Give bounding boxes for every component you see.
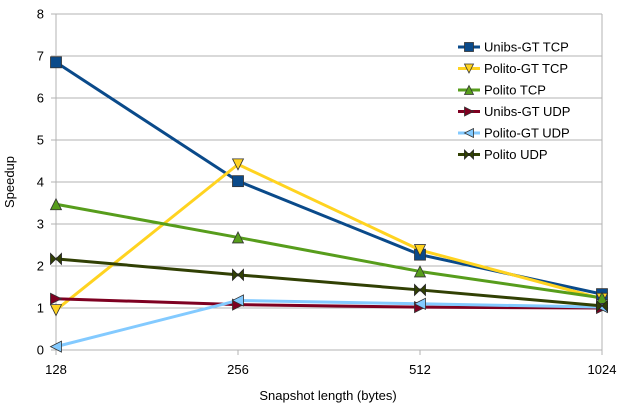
data-point (49, 197, 63, 211)
legend-label: Polito-GT TCP (484, 61, 568, 76)
marker-half (419, 283, 426, 297)
data-point (413, 244, 427, 257)
data-point (232, 175, 244, 188)
series-line (55, 202, 603, 300)
series-polito-tcp (55, 202, 603, 300)
legend-item: Polito-GT TCP (458, 61, 568, 76)
marker-half (464, 149, 470, 160)
legend-label: Unibs-GT UDP (484, 104, 570, 119)
data-point (463, 127, 474, 139)
legend-item: Unibs-GT UDP (458, 104, 570, 119)
y-tick-label: 1 (37, 301, 44, 316)
series-unibs-gt-udp (55, 297, 603, 310)
data-point (231, 158, 245, 171)
data-point (463, 84, 475, 95)
series-markers (49, 197, 609, 304)
x-tick-label: 1024 (588, 362, 617, 377)
series-line (55, 297, 603, 310)
x-tick-label: 256 (227, 362, 249, 377)
legend-item: Polito-GT UDP (458, 126, 570, 141)
series-lines (49, 56, 609, 353)
data-point (231, 231, 245, 244)
data-point (232, 268, 244, 282)
series-polito-gt-udp (55, 298, 603, 349)
legend-label: Unibs-GT TCP (484, 40, 569, 55)
marker-half (237, 268, 244, 282)
data-point (413, 265, 427, 278)
series-polito-gt-tcp (55, 162, 603, 312)
data-point (464, 106, 475, 117)
y-tick-label: 0 (37, 343, 44, 358)
x-tick-label: 512 (409, 362, 431, 377)
series-markers (50, 252, 608, 313)
x-tick-label: 128 (45, 362, 67, 377)
y-tick-label: 7 (37, 49, 44, 64)
legend-label: Polito UDP (484, 147, 548, 162)
y-tick-label: 2 (37, 259, 44, 274)
marker-half (55, 252, 62, 266)
data-point (231, 294, 244, 307)
x-axis-title: Snapshot length (bytes) (259, 388, 396, 403)
series-line (55, 162, 603, 312)
data-point (414, 283, 426, 297)
legend-item: Polito UDP (458, 147, 548, 162)
y-tick-label: 5 (37, 133, 44, 148)
marker-half (601, 299, 608, 313)
data-point (463, 63, 475, 74)
marker-half (232, 268, 239, 282)
data-point (50, 56, 62, 69)
y-tick-label: 6 (37, 91, 44, 106)
data-point (595, 291, 609, 304)
y-tick-label: 3 (37, 217, 44, 232)
legend-item: Polito TCP (458, 83, 546, 98)
series-line (55, 298, 603, 349)
y-tick-label: 8 (37, 7, 44, 22)
marker-half (414, 283, 421, 297)
data-point (413, 297, 426, 310)
y-axis-title: Speedup (2, 156, 17, 208)
data-point (49, 340, 62, 353)
data-point (596, 299, 608, 313)
legend-label: Polito-GT UDP (484, 126, 570, 141)
legend: Unibs-GT TCP Polito-GT TCP Polito TCP Unibs… (458, 40, 570, 162)
series-polito-udp (55, 257, 603, 308)
legend-label: Polito TCP (484, 83, 546, 98)
data-point (464, 42, 474, 52)
data-point (464, 149, 474, 160)
marker-half (468, 149, 474, 160)
marker-half (596, 299, 603, 313)
data-point (50, 252, 62, 266)
marker-half (50, 252, 57, 266)
series-line (55, 257, 603, 308)
data-point (49, 304, 63, 317)
legend-item: Unibs-GT TCP (458, 40, 569, 55)
y-tick-label: 4 (37, 175, 44, 190)
data-point (50, 292, 63, 305)
